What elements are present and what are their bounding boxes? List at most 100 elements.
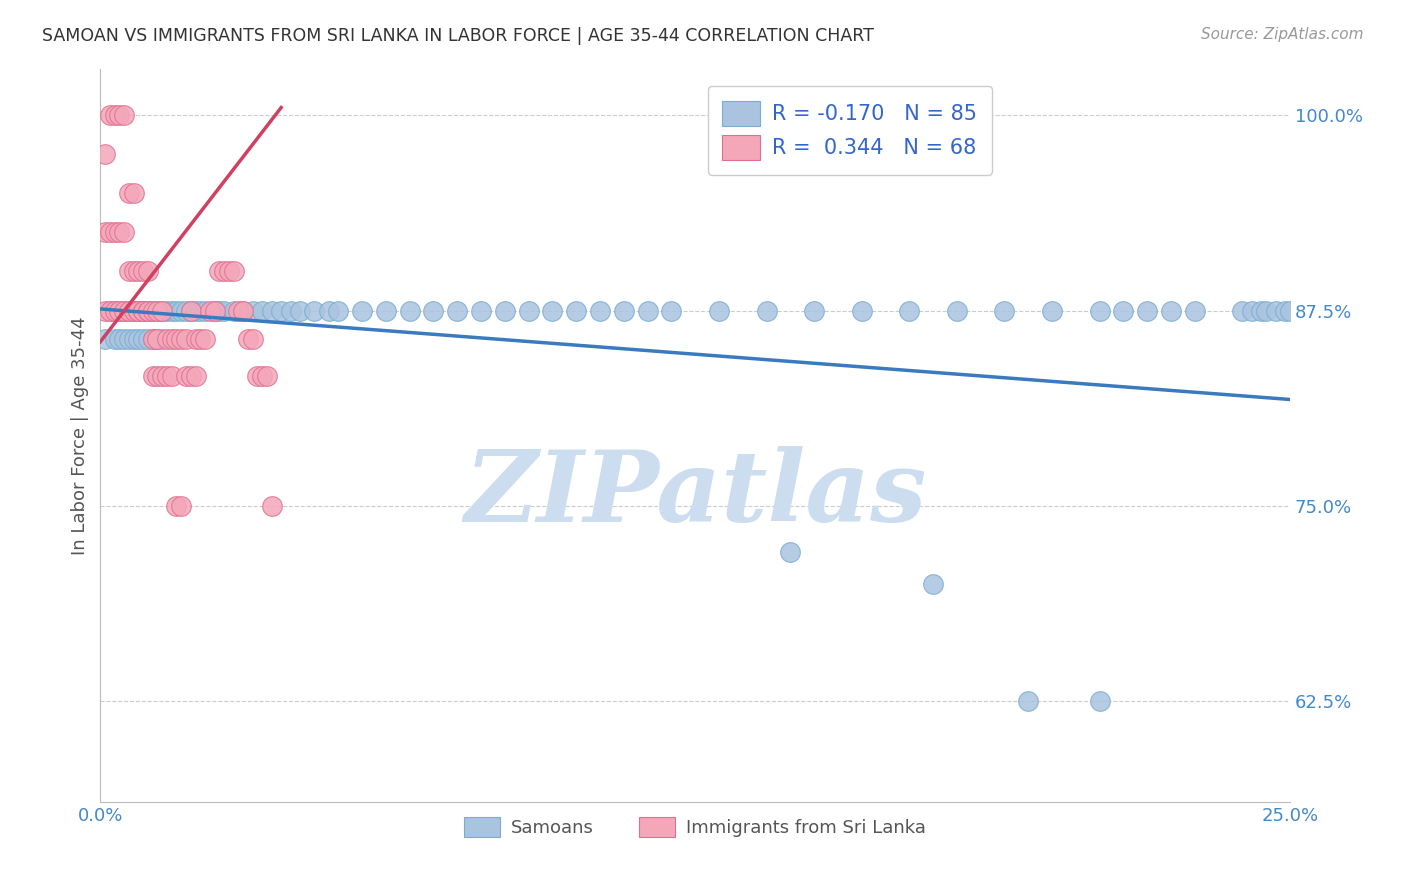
Point bbox=[228, 303, 250, 318]
Point bbox=[851, 303, 873, 318]
Point bbox=[260, 303, 283, 318]
Point bbox=[150, 303, 173, 318]
Point bbox=[290, 303, 312, 318]
Point bbox=[170, 499, 193, 513]
Point bbox=[98, 303, 121, 318]
Point bbox=[188, 303, 211, 318]
Point bbox=[898, 303, 921, 318]
Point bbox=[232, 303, 254, 318]
Point bbox=[160, 332, 183, 346]
Point bbox=[98, 226, 121, 240]
Point bbox=[136, 332, 159, 346]
Point bbox=[150, 303, 173, 318]
Point bbox=[118, 186, 141, 201]
Point bbox=[218, 264, 240, 278]
Point bbox=[132, 303, 155, 318]
Point bbox=[142, 369, 165, 384]
Point bbox=[180, 303, 202, 318]
Point bbox=[136, 303, 159, 318]
Point bbox=[142, 332, 165, 346]
Point bbox=[1040, 303, 1063, 318]
Point bbox=[136, 303, 159, 318]
Point bbox=[212, 264, 235, 278]
Point bbox=[142, 303, 165, 318]
Point bbox=[1017, 694, 1039, 708]
Point bbox=[122, 186, 145, 201]
Point bbox=[142, 332, 165, 346]
Point bbox=[1240, 303, 1263, 318]
Point bbox=[318, 303, 340, 318]
Point bbox=[136, 264, 159, 278]
Point bbox=[132, 303, 155, 318]
Point bbox=[208, 264, 231, 278]
Point bbox=[422, 303, 444, 318]
Point bbox=[304, 303, 326, 318]
Point bbox=[156, 332, 179, 346]
Point bbox=[146, 369, 169, 384]
Point bbox=[118, 303, 141, 318]
Point bbox=[260, 499, 283, 513]
Point bbox=[108, 332, 131, 346]
Point bbox=[993, 303, 1015, 318]
Point bbox=[1088, 303, 1111, 318]
Point bbox=[232, 303, 254, 318]
Point bbox=[1250, 303, 1272, 318]
Point bbox=[122, 303, 145, 318]
Point bbox=[328, 303, 350, 318]
Point bbox=[136, 303, 159, 318]
Point bbox=[118, 332, 141, 346]
Point bbox=[174, 332, 197, 346]
Point bbox=[146, 303, 169, 318]
Point bbox=[150, 369, 173, 384]
Point bbox=[222, 264, 245, 278]
Point bbox=[208, 303, 231, 318]
Point bbox=[180, 369, 202, 384]
Point bbox=[222, 303, 245, 318]
Point bbox=[118, 303, 141, 318]
Point bbox=[112, 303, 135, 318]
Point bbox=[146, 303, 169, 318]
Point bbox=[108, 108, 131, 122]
Point bbox=[146, 332, 169, 346]
Point bbox=[661, 303, 683, 318]
Point bbox=[104, 226, 127, 240]
Point bbox=[1160, 303, 1182, 318]
Point bbox=[174, 369, 197, 384]
Point bbox=[613, 303, 636, 318]
Point bbox=[270, 303, 292, 318]
Point bbox=[565, 303, 588, 318]
Text: ZIPatlas: ZIPatlas bbox=[464, 446, 927, 542]
Point bbox=[146, 332, 169, 346]
Point bbox=[180, 303, 202, 318]
Point bbox=[94, 332, 117, 346]
Legend: Samoans, Immigrants from Sri Lanka: Samoans, Immigrants from Sri Lanka bbox=[457, 809, 934, 845]
Point bbox=[112, 303, 135, 318]
Point bbox=[589, 303, 612, 318]
Point bbox=[184, 369, 207, 384]
Point bbox=[166, 303, 188, 318]
Point bbox=[198, 303, 221, 318]
Point bbox=[127, 303, 149, 318]
Point bbox=[236, 332, 259, 346]
Point bbox=[707, 303, 730, 318]
Point bbox=[250, 369, 273, 384]
Point bbox=[166, 332, 188, 346]
Point bbox=[104, 108, 127, 122]
Point bbox=[184, 332, 207, 346]
Point bbox=[94, 226, 117, 240]
Point bbox=[803, 303, 825, 318]
Point bbox=[166, 499, 188, 513]
Point bbox=[98, 108, 121, 122]
Point bbox=[256, 369, 278, 384]
Point bbox=[118, 264, 141, 278]
Point bbox=[156, 303, 179, 318]
Point bbox=[122, 332, 145, 346]
Point bbox=[188, 332, 211, 346]
Point bbox=[174, 303, 197, 318]
Point bbox=[1136, 303, 1159, 318]
Point bbox=[922, 576, 945, 591]
Point bbox=[374, 303, 396, 318]
Point bbox=[132, 264, 155, 278]
Text: Source: ZipAtlas.com: Source: ZipAtlas.com bbox=[1201, 27, 1364, 42]
Point bbox=[160, 369, 183, 384]
